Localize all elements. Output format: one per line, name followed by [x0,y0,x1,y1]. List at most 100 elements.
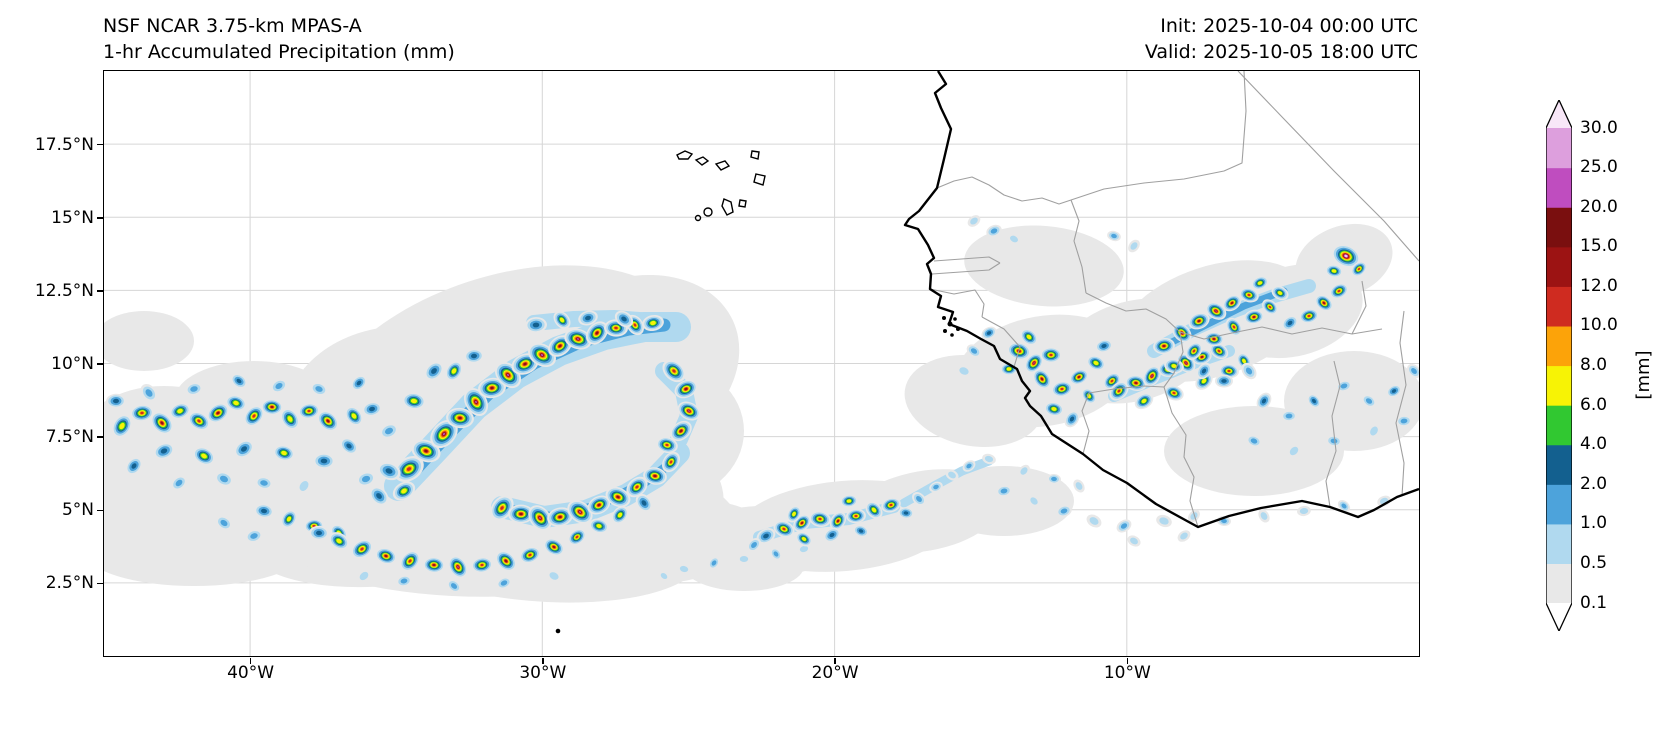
precip-cell [298,402,320,420]
precip-ring [1089,517,1099,525]
precip-cell [111,413,133,439]
precip-ring [376,493,382,499]
precip-cell [677,401,701,421]
precip-cell [912,491,926,507]
precip-cell [1069,369,1089,385]
precip-cell [662,451,680,473]
country-borders [929,71,1419,528]
colorbar-tick-label: 1.0 [1580,513,1608,534]
precip-ring [617,512,623,518]
precip-cell [255,476,273,490]
precip-ring [119,422,125,430]
precip-ring [361,475,371,483]
precip-cell [356,471,376,487]
islet [953,317,957,321]
precip-ring [616,495,620,499]
precip-cell [446,407,474,429]
precip-cell [1258,509,1270,523]
precip-ring [739,555,749,563]
precip-ring [359,571,369,581]
precip-ring [854,514,858,518]
precip-ring [751,542,757,548]
title-block: NSF NCAR 3.75-km MPAS-A 1-hr Accumulated… [103,13,455,65]
precip-cell [1281,410,1297,422]
precip-cell [614,310,634,328]
precip-cell [125,456,143,476]
precip-ring [641,500,647,506]
precip-ring [1344,254,1348,258]
precip-cell [495,550,517,572]
precip-cell [296,477,312,495]
precip-cell [1246,434,1262,448]
precip-ring [558,344,562,348]
precip-cell [996,485,1012,497]
precip-ring [1060,508,1068,514]
precip-cell [795,531,813,547]
precip-ring [660,572,668,580]
precip-cell [962,460,976,472]
precip-cell [1040,347,1062,363]
colorbar-tick-label: 6.0 [1580,394,1608,415]
x-tick-label: 40°W [227,663,275,683]
precip-cell [245,529,263,543]
precip-ring [1197,320,1201,322]
precip-cell [478,377,506,399]
precip-ring [595,331,599,335]
precip-cell [982,453,996,465]
precip-ring [160,448,168,454]
border-civ-ghana [1325,360,1341,508]
precip-ring [1026,334,1032,340]
precip-ring [635,485,639,489]
precip-ring [858,529,864,533]
precip-cell [1244,309,1264,325]
precip-ring [1411,368,1417,374]
precip-ring [475,400,477,404]
precip-cell [564,328,592,350]
precip-light-area [684,541,804,591]
precip-cell [1329,283,1349,299]
precip-ring [1049,353,1053,357]
precip-ring [384,555,388,557]
border-guinea-sierraleone [981,316,1021,368]
precip-ring [1337,289,1341,293]
valid-time-label: Valid: 2025-10-05 18:00 UTC [1144,41,1418,63]
precip-ring [1010,235,1018,243]
precip-ring [131,463,137,469]
precip-ring [1162,345,1166,347]
precip-cell [708,556,720,570]
precip-ring [596,524,602,528]
precip-ring [970,217,978,225]
precip-ring [990,228,998,234]
y-tick-label: 15°N [51,207,94,228]
precip-cell [809,510,831,528]
precip-ring [597,503,601,507]
precip-cell [402,392,426,410]
precip-cell [411,439,441,463]
precip-ring [621,316,627,322]
precip-ring [558,515,562,519]
x-tick-mark [542,658,544,664]
precip-cell [1239,287,1259,303]
precip-cell [611,506,629,524]
precip-ring [1111,233,1117,239]
africa-coastline [903,71,1419,529]
border-gambia [931,256,1001,275]
precip-ring [1260,512,1268,520]
precip-cell [1127,535,1141,547]
precip-cell [840,494,858,508]
island [738,199,747,208]
precip-ring [286,516,292,522]
precip-cell [471,557,493,573]
y-tick-mark [97,143,103,146]
colorbar-tick-label: 30.0 [1580,117,1618,138]
precip-ring [1331,269,1337,273]
precip-ring [633,323,637,327]
precip-ring [190,386,198,392]
precip-cell [169,402,191,420]
precip-cell [567,528,587,546]
island [676,150,694,160]
precip-cell [445,360,463,382]
precip-ring [653,474,657,478]
colorbar-tick-label: 10.0 [1580,315,1618,336]
precip-ring [1200,356,1204,358]
